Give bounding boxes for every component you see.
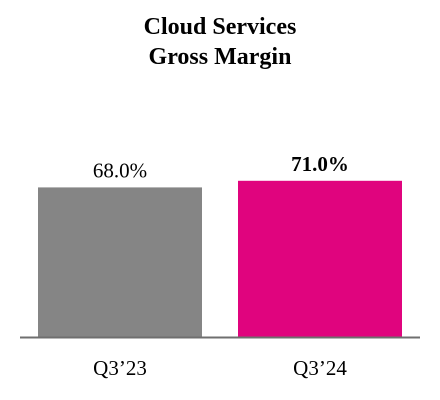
chart-title: Cloud Services Gross Margin <box>0 12 440 72</box>
data-label-1: 68.0% <box>93 158 147 182</box>
x-tick-label-1: Q3’23 <box>93 356 147 380</box>
x-tick-label-2: Q3’24 <box>293 356 347 380</box>
bar-1 <box>38 187 202 337</box>
data-label-2: 71.0% <box>291 152 349 176</box>
chart-title-line-1: Cloud Services <box>143 14 297 40</box>
chart-title-line-2: Gross Margin <box>148 44 292 70</box>
bar-2 <box>238 180 402 337</box>
